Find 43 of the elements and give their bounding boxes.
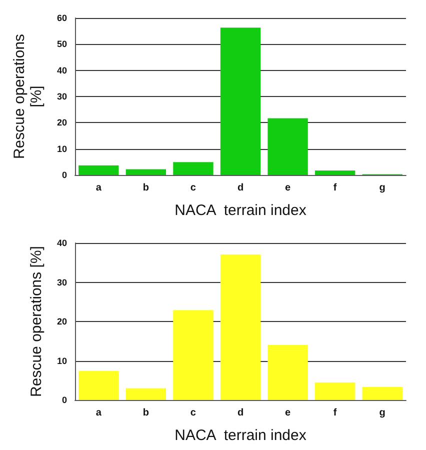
bar bbox=[314, 170, 356, 175]
x-tick-label: e bbox=[285, 408, 292, 418]
x-tick-label: g bbox=[379, 182, 386, 194]
y-tick-label: 40 bbox=[56, 65, 67, 76]
x-tick-label: e bbox=[285, 182, 292, 194]
y-tick-label: 20 bbox=[56, 118, 67, 128]
y-tick-label: 30 bbox=[56, 277, 67, 288]
bar bbox=[173, 162, 214, 175]
y-tick-label: 0 bbox=[62, 170, 67, 180]
x-tick-label: a bbox=[96, 408, 102, 418]
bar bbox=[268, 118, 308, 175]
bar bbox=[220, 28, 261, 175]
bar bbox=[126, 169, 166, 175]
x-tick-label: d bbox=[237, 408, 244, 418]
bar bbox=[314, 382, 356, 400]
x-tick-label: b bbox=[142, 182, 149, 194]
y-tick-label: 0 bbox=[62, 395, 67, 405]
y-tick-label: 50 bbox=[56, 39, 67, 50]
x-tick-label: d bbox=[237, 182, 244, 194]
y-tick-label: 10 bbox=[56, 144, 67, 154]
bar bbox=[78, 165, 119, 175]
x-axis-title: NACA terrain index bbox=[174, 202, 307, 219]
x-tick-label: f bbox=[333, 408, 338, 418]
y-tick-label: 30 bbox=[56, 92, 67, 102]
y-tick-label: 40 bbox=[56, 238, 67, 248]
bar bbox=[126, 388, 166, 400]
x-tick-label: c bbox=[190, 182, 196, 194]
y-tick-label: 60 bbox=[56, 13, 67, 23]
bar bbox=[220, 254, 261, 400]
bar bbox=[268, 345, 308, 400]
x-tick-label: b bbox=[142, 408, 149, 418]
x-axis-title: NACA terrain index bbox=[174, 427, 307, 444]
bar bbox=[173, 310, 214, 400]
bar bbox=[78, 370, 119, 400]
x-tick-label: f bbox=[333, 182, 338, 194]
x-tick-label: g bbox=[379, 408, 386, 418]
y-tick-label: 20 bbox=[56, 316, 67, 326]
y-axis-title: Rescue operations [%] bbox=[11, 34, 45, 160]
y-tick-label: 10 bbox=[56, 356, 67, 366]
bar bbox=[362, 387, 402, 400]
x-tick-label: c bbox=[190, 408, 196, 418]
x-tick-label: a bbox=[96, 182, 102, 194]
y-axis-title: Rescue operations [%] bbox=[28, 246, 45, 397]
